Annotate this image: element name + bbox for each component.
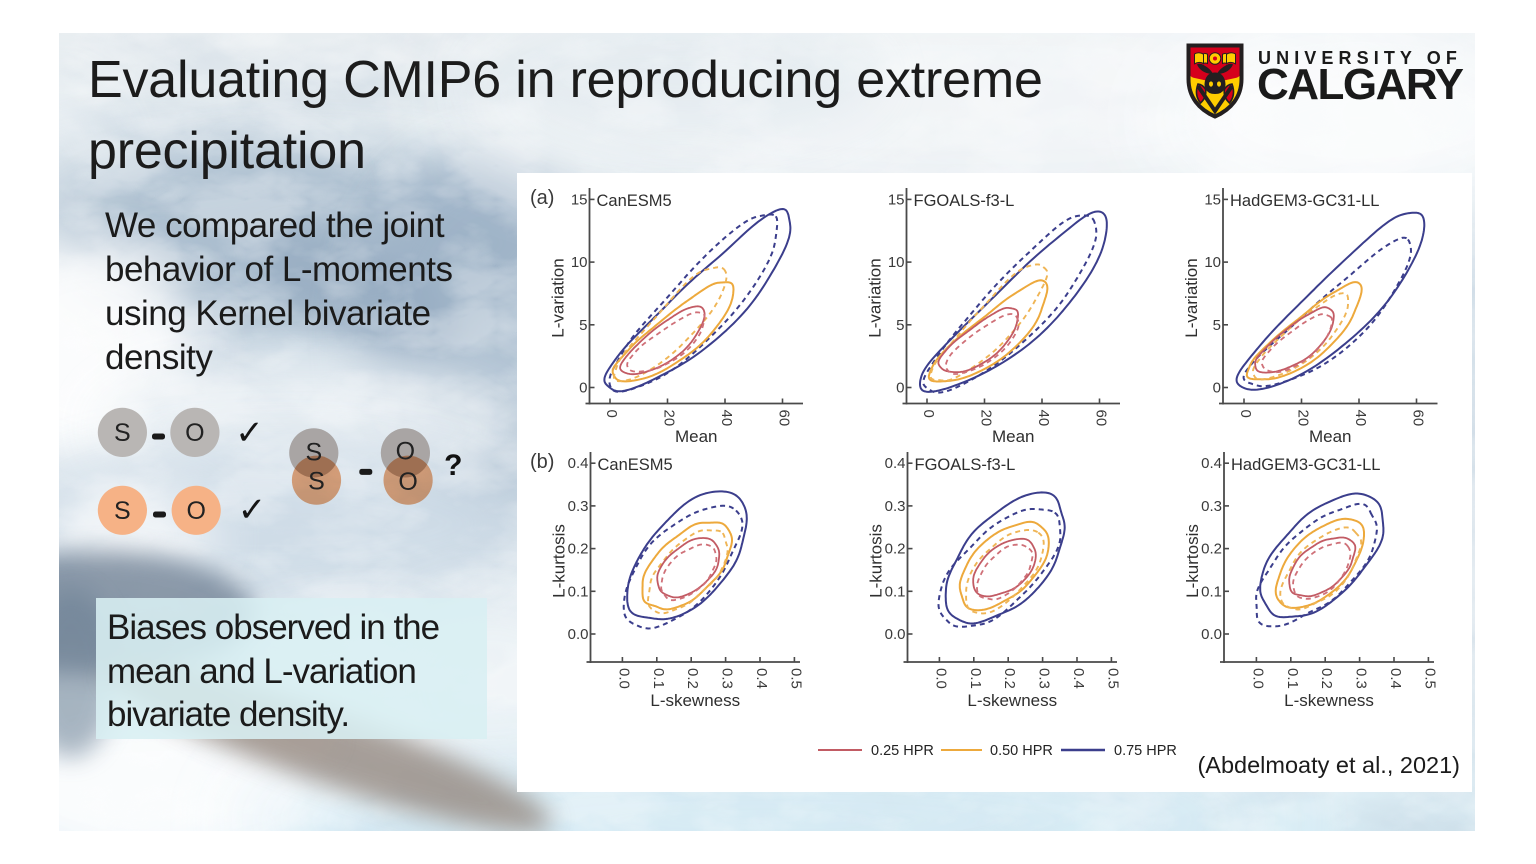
svg-text:O: O — [398, 468, 417, 496]
svg-text:60: 60 — [1410, 410, 1427, 427]
svg-text:0.4: 0.4 — [885, 455, 906, 472]
svg-text:L-skewness: L-skewness — [650, 691, 740, 710]
svg-text:10: 10 — [571, 254, 588, 271]
svg-text:0.5: 0.5 — [787, 668, 804, 689]
svg-text:L-variation: L-variation — [866, 258, 885, 337]
svg-text:0.1: 0.1 — [1201, 583, 1222, 600]
svg-text:S: S — [308, 468, 325, 496]
svg-text:10: 10 — [888, 254, 905, 271]
svg-text:HadGEM3-GC31-LL: HadGEM3-GC31-LL — [1231, 456, 1380, 474]
svg-text:0.3: 0.3 — [1036, 668, 1053, 689]
svg-text:CanESM5: CanESM5 — [597, 192, 672, 210]
svg-text:0.3: 0.3 — [568, 498, 589, 515]
svg-text:S: S — [305, 439, 322, 467]
svg-text:0.2: 0.2 — [1201, 541, 1222, 558]
svg-text:L-skewness: L-skewness — [1284, 691, 1374, 710]
svg-text:0.4: 0.4 — [1201, 455, 1222, 472]
svg-text:0: 0 — [1213, 380, 1221, 397]
svg-text:15: 15 — [571, 191, 588, 208]
svg-text:0.5: 0.5 — [1104, 668, 1121, 689]
svg-text:0.1: 0.1 — [1284, 668, 1301, 689]
svg-text:5: 5 — [1213, 317, 1221, 334]
svg-text:0.3: 0.3 — [1201, 498, 1222, 515]
svg-text:O: O — [185, 419, 204, 447]
svg-text:Mean: Mean — [1309, 427, 1352, 446]
svg-text:CanESM5: CanESM5 — [598, 456, 673, 474]
svg-text:✓: ✓ — [235, 414, 264, 452]
svg-text:HadGEM3-GC31-LL: HadGEM3-GC31-LL — [1230, 192, 1379, 210]
svg-text:Mean: Mean — [675, 427, 718, 446]
svg-text:O: O — [396, 438, 415, 466]
svg-text:0.0: 0.0 — [885, 626, 906, 643]
svg-text:0.1: 0.1 — [885, 583, 906, 600]
svg-text:0.4: 0.4 — [568, 455, 589, 472]
svg-text:0.50 HPR: 0.50 HPR — [990, 743, 1053, 759]
svg-text:0.75 HPR: 0.75 HPR — [1114, 743, 1177, 759]
svg-text:0.3: 0.3 — [885, 498, 906, 515]
svg-text:FGOALS-f3-L: FGOALS-f3-L — [915, 456, 1016, 474]
svg-text:0.0: 0.0 — [1249, 668, 1266, 689]
svg-text:0: 0 — [603, 410, 620, 418]
svg-text:20: 20 — [978, 410, 995, 427]
svg-text:0.0: 0.0 — [568, 626, 589, 643]
svg-text:0.0: 0.0 — [615, 668, 632, 689]
svg-text:0.4: 0.4 — [1387, 668, 1404, 689]
svg-text:60: 60 — [776, 410, 793, 427]
svg-text:0.0: 0.0 — [932, 668, 949, 689]
svg-text:0.2: 0.2 — [1001, 668, 1018, 689]
svg-text:L-variation: L-variation — [1182, 258, 1201, 337]
svg-text:15: 15 — [1204, 191, 1221, 208]
svg-text:0.1: 0.1 — [568, 583, 589, 600]
svg-text:0.0: 0.0 — [1201, 626, 1222, 643]
svg-text:?: ? — [444, 449, 462, 482]
svg-text:L-skewness: L-skewness — [967, 691, 1057, 710]
svg-text:40: 40 — [718, 410, 735, 427]
svg-text:0.2: 0.2 — [1318, 668, 1335, 689]
svg-text:✓: ✓ — [238, 491, 267, 529]
svg-text:5: 5 — [896, 317, 904, 334]
svg-text:0.2: 0.2 — [885, 541, 906, 558]
svg-text:L-kurtosis: L-kurtosis — [550, 524, 569, 598]
svg-text:0.2: 0.2 — [568, 541, 589, 558]
svg-text:0: 0 — [1237, 410, 1254, 418]
svg-text:0.4: 0.4 — [753, 668, 770, 689]
svg-text:S: S — [114, 419, 131, 447]
svg-text:L-kurtosis: L-kurtosis — [867, 524, 886, 598]
svg-text:0.5: 0.5 — [1421, 668, 1438, 689]
svg-text:0.2: 0.2 — [684, 668, 701, 689]
svg-text:0.25 HPR: 0.25 HPR — [871, 743, 934, 759]
svg-text:40: 40 — [1035, 410, 1052, 427]
svg-text:FGOALS-f3-L: FGOALS-f3-L — [914, 192, 1015, 210]
svg-text:(Abdelmoaty et al., 2021): (Abdelmoaty et al., 2021) — [1197, 752, 1460, 778]
svg-text:(a): (a) — [530, 187, 554, 209]
svg-text:(b): (b) — [530, 451, 554, 473]
svg-text:40: 40 — [1352, 410, 1369, 427]
svg-text:0.4: 0.4 — [1070, 668, 1087, 689]
svg-text:15: 15 — [888, 191, 905, 208]
svg-text:10: 10 — [1204, 254, 1221, 271]
svg-text:0: 0 — [896, 380, 904, 397]
svg-text:60: 60 — [1093, 410, 1110, 427]
svg-text:0: 0 — [579, 380, 587, 397]
svg-text:0.3: 0.3 — [719, 668, 736, 689]
svg-text:S: S — [114, 497, 131, 525]
svg-text:L-kurtosis: L-kurtosis — [1183, 524, 1202, 598]
svg-text:20: 20 — [661, 410, 678, 427]
svg-text:Mean: Mean — [992, 427, 1035, 446]
svg-text:20: 20 — [1295, 410, 1312, 427]
svg-text:5: 5 — [579, 317, 587, 334]
svg-text:0.3: 0.3 — [1353, 668, 1370, 689]
svg-text:0.1: 0.1 — [967, 668, 984, 689]
svg-text:L-variation: L-variation — [549, 258, 568, 337]
svg-text:0: 0 — [920, 410, 937, 418]
svg-text:O: O — [186, 497, 205, 525]
svg-text:0.1: 0.1 — [650, 668, 667, 689]
